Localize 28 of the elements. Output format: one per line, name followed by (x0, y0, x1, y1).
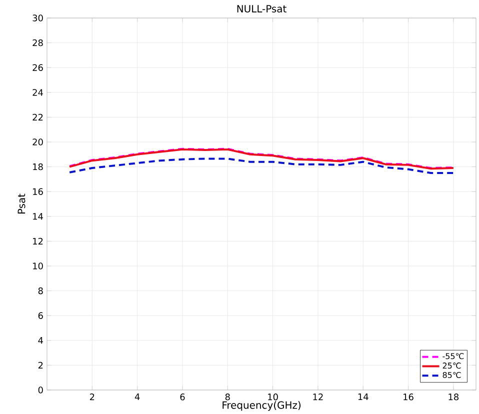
y-tick-label: 18 (33, 163, 43, 170)
x-tick-label: 2 (90, 394, 94, 400)
x-tick-label: 16 (404, 394, 414, 400)
x-tick-label: 14 (358, 394, 368, 400)
y-tick-label: 8 (38, 287, 43, 294)
x-tick-label: 8 (225, 394, 230, 400)
y-tick-label: 28 (32, 39, 43, 46)
x-tick-label: 18 (448, 394, 459, 400)
y-axis-title: Psat (18, 194, 26, 214)
chart-title: NULL-Psat (237, 5, 286, 12)
y-tick-label: 26 (32, 64, 43, 71)
y-tick-label: 6 (38, 312, 43, 319)
y-tick-label: 10 (33, 262, 43, 270)
x-tick-label: 6 (180, 394, 185, 400)
y-tick-label: 30 (32, 14, 43, 22)
y-tick-label: 24 (32, 89, 43, 96)
x-axis-title: Frequency(GHz) (222, 401, 300, 411)
y-tick-label: 20 (32, 138, 43, 146)
y-tick-label: 12 (33, 238, 43, 245)
x-tick-label: 10 (268, 394, 278, 400)
y-tick-label: 14 (33, 213, 43, 220)
y-tick-label: 4 (38, 337, 43, 344)
y-tick-label: 22 (32, 114, 43, 121)
x-tick-label: 4 (134, 394, 140, 400)
y-tick-label: 16 (33, 188, 43, 195)
y-tick-label: 0 (38, 386, 43, 394)
y-tick-label: 2 (38, 362, 43, 369)
x-tick-label: 12 (313, 394, 323, 400)
